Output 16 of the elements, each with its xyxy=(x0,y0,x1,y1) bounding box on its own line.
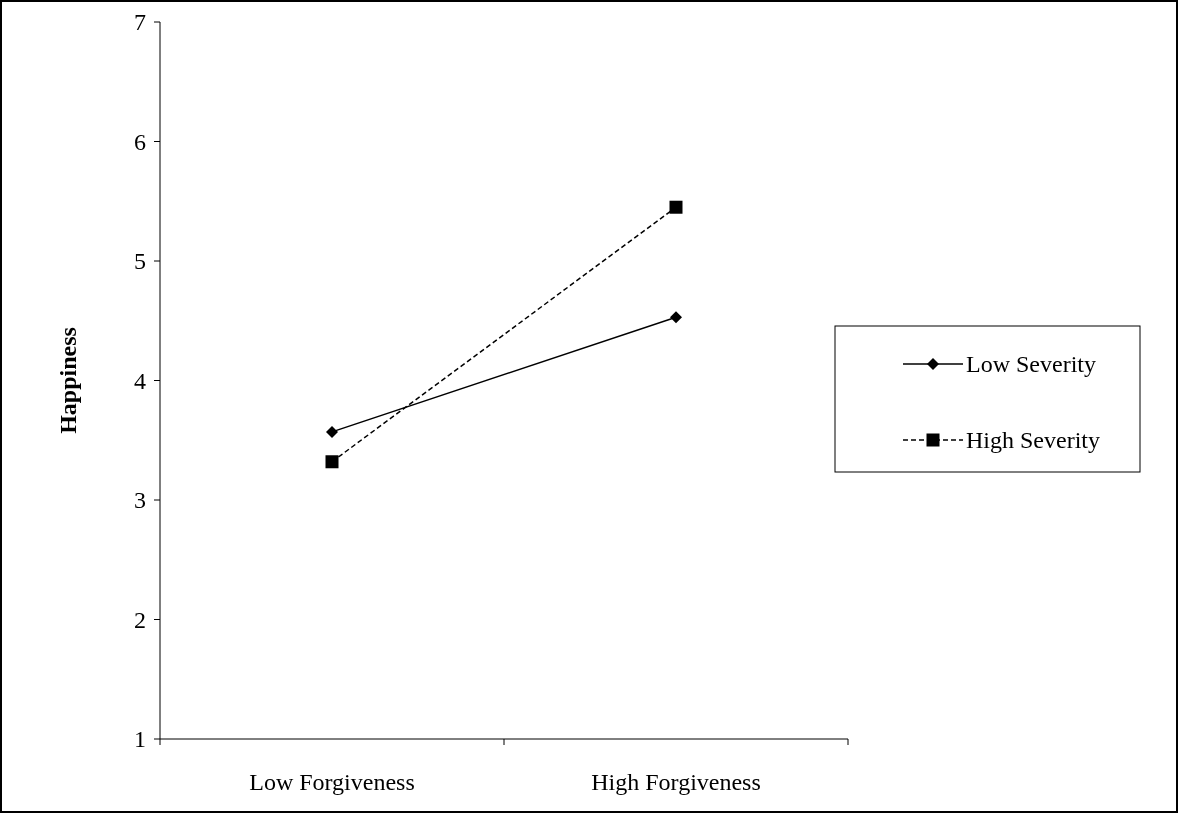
y-tick-label: 1 xyxy=(134,726,146,753)
y-tick-label: 2 xyxy=(134,606,146,633)
y-tick-label: 4 xyxy=(134,367,146,394)
y-tick-label: 5 xyxy=(134,248,146,275)
legend-label: High Severity xyxy=(966,427,1100,454)
x-tick-label: Low Forgiveness xyxy=(249,769,415,795)
point xyxy=(670,311,682,324)
point xyxy=(326,425,338,438)
x-tick-label: High Forgiveness xyxy=(591,769,761,795)
point xyxy=(669,200,683,214)
y-tick-label: 6 xyxy=(134,128,146,155)
legend-label: Low Severity xyxy=(966,351,1096,378)
point xyxy=(325,455,339,469)
y-tick-label: 7 xyxy=(134,9,146,36)
y-tick-label: 3 xyxy=(134,487,146,514)
y-axis-title: Happiness xyxy=(55,327,81,434)
